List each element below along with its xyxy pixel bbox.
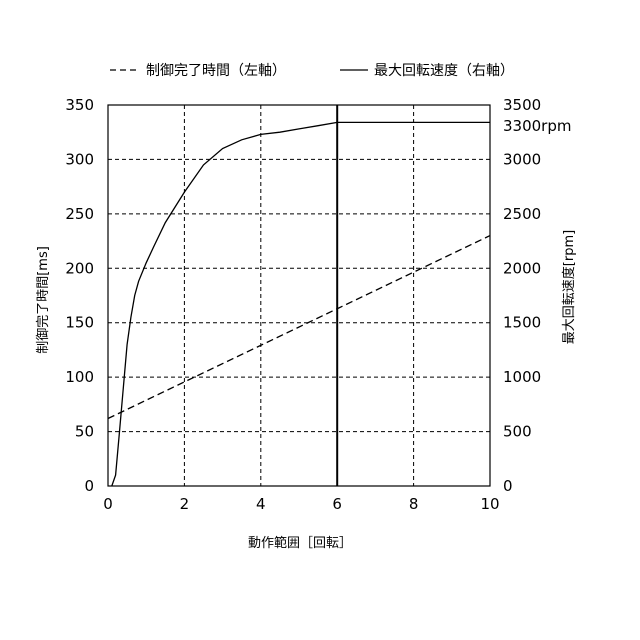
y-left-tick-label: 300 [65,150,94,168]
y-right-tick-label: 500 [503,423,532,441]
y-right-tick-label: 3000 [503,150,541,168]
x-tick-label: 6 [332,495,342,513]
legend: 制御完了時間（左軸） 最大回転速度（右軸） [110,63,514,79]
y-right-tick-label: 2000 [503,259,541,277]
annotation-3300rpm: 3300rpm [503,117,571,135]
y-left-tick-label: 350 [65,96,94,114]
x-tick-label: 2 [180,495,190,513]
legend-label-time: 制御完了時間（左軸） [146,63,286,79]
x-tick-label: 0 [103,495,113,513]
y-right-tick-label: 0 [503,477,513,495]
tick-labels: 0246810050100150200250300350050010001500… [65,96,541,513]
x-tick-label: 8 [409,495,419,513]
legend-label-speed: 最大回転速度（右軸） [374,63,514,79]
grid-lines [108,105,490,486]
x-axis-label: 動作範囲［回転］ [248,536,352,551]
y-right-tick-label: 2500 [503,205,541,223]
y-right-tick-label: 1500 [503,314,541,332]
y-right-tick-label: 3500 [503,96,541,114]
y-left-tick-label: 50 [75,423,94,441]
x-tick-label: 10 [480,495,499,513]
y-left-tick-label: 0 [84,477,94,495]
y-axis-label-left: 制御完了時間[ms] [36,246,51,354]
plot-frame [108,105,490,486]
y-left-tick-label: 250 [65,205,94,223]
y-right-tick-label: 1000 [503,368,541,386]
y-axis-label-right: 最大回転速度[rpm] [561,230,577,344]
series-line-time [108,236,490,419]
y-left-tick-label: 100 [65,368,94,386]
y-left-tick-label: 200 [65,259,94,277]
y-left-tick-label: 150 [65,314,94,332]
x-tick-label: 4 [256,495,266,513]
